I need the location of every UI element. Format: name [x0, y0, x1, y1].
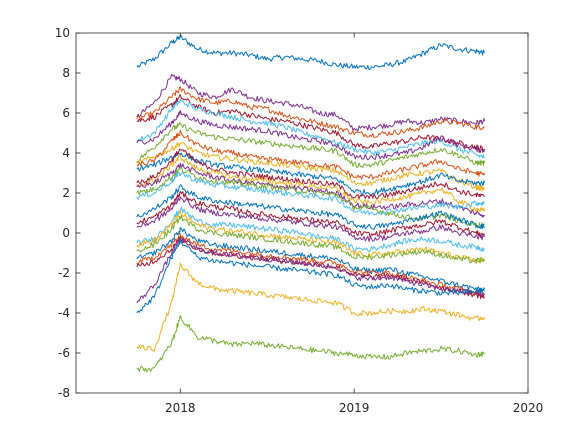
series-line-25 [136, 237, 485, 304]
series-line-15 [136, 172, 485, 216]
series-line-1 [136, 34, 485, 71]
series-line-7 [136, 122, 485, 169]
series-line-28 [136, 315, 485, 373]
series-line-14 [136, 166, 485, 229]
y-tick-label: -6 [58, 346, 70, 360]
series-line-18 [136, 196, 485, 242]
series-line-20 [136, 210, 485, 264]
series-line-27 [136, 262, 485, 352]
series-line-4 [136, 94, 485, 152]
series-line-12 [136, 155, 485, 213]
series-line-2 [136, 73, 485, 132]
y-tick-label: 6 [62, 106, 70, 120]
y-tick-label: 0 [62, 226, 70, 240]
series-line-23 [136, 232, 485, 298]
y-tick-label: 8 [62, 66, 70, 80]
y-tick-label: 4 [62, 146, 70, 160]
x-tick-label: 2020 [513, 401, 544, 415]
series-line-13 [136, 162, 485, 218]
series-line-3 [136, 86, 485, 138]
series-line-9 [136, 129, 485, 180]
y-tick-label: -8 [58, 386, 70, 400]
y-tick-label: -4 [58, 306, 70, 320]
y-tick-label: 10 [55, 26, 70, 40]
series-line-16 [136, 184, 485, 230]
series-line-26 [136, 238, 485, 314]
y-tick-label: 2 [62, 186, 70, 200]
series-line-17 [136, 190, 485, 239]
y-tick-label: -2 [58, 266, 70, 280]
plot-background [76, 33, 528, 393]
series-line-22 [136, 226, 485, 294]
series-line-19 [136, 206, 485, 252]
series-line-6 [136, 110, 485, 161]
x-tick-label: 2019 [339, 401, 370, 415]
tick-layer: -8 -6 -4 -2 0 2 4 6 8 10 2018 2019 2020 [55, 26, 544, 415]
series-line-10 [136, 152, 485, 197]
series-layer [136, 34, 485, 373]
x-tick-label: 2018 [165, 401, 196, 415]
series-line-8 [136, 142, 485, 192]
axes-box [75, 32, 529, 394]
series-line-21 [136, 214, 485, 264]
